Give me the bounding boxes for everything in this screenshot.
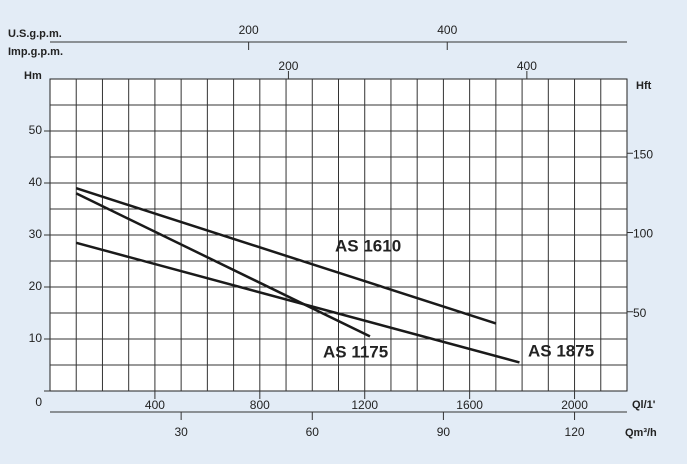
x-tick-label: 1200 <box>351 398 378 412</box>
series-label: AS 1610 <box>335 236 401 255</box>
series-label: AS 1175 <box>323 342 388 361</box>
x2-tick-label: 90 <box>437 425 451 439</box>
series-label: AS 1875 <box>528 341 594 360</box>
series-line <box>75 187 497 325</box>
y-tick-label: 50 <box>29 123 43 137</box>
y-tick-label: 20 <box>29 279 43 293</box>
series-line <box>75 241 520 364</box>
y2-tick-label: 100 <box>633 227 653 241</box>
y2-tick-label: 150 <box>633 147 653 161</box>
y-tick-label: 10 <box>29 331 43 345</box>
y2-axis-label: Hft <box>636 80 652 92</box>
top-tick-label: 400 <box>437 23 457 37</box>
y-tick-label: 30 <box>29 227 43 241</box>
x-tick-label: 800 <box>250 398 270 412</box>
x2-axis-label: Qm³/h <box>625 427 657 439</box>
y2-tick-label: 50 <box>633 306 647 320</box>
x-axis-label: Ql/1' <box>632 399 656 411</box>
top-axis-label: U.S.g.p.m. <box>8 28 62 40</box>
y-axis-label: Hm <box>24 70 42 82</box>
x2-tick-label: 60 <box>306 425 320 439</box>
x2-tick-label: 30 <box>174 425 188 439</box>
top2-tick-label: 400 <box>517 59 537 73</box>
top2-axis-label: Imp.g.p.m. <box>8 46 63 58</box>
x-tick-label: 2000 <box>561 398 588 412</box>
top2-tick-label: 200 <box>278 59 298 73</box>
x-tick-label: 400 <box>145 398 165 412</box>
x2-tick-label: 120 <box>565 425 585 439</box>
y-tick-label: 40 <box>29 175 43 189</box>
series-line <box>75 192 371 338</box>
y-tick-label: 0 <box>35 395 42 409</box>
x-tick-label: 1600 <box>456 398 483 412</box>
top-tick-label: 200 <box>239 23 259 37</box>
